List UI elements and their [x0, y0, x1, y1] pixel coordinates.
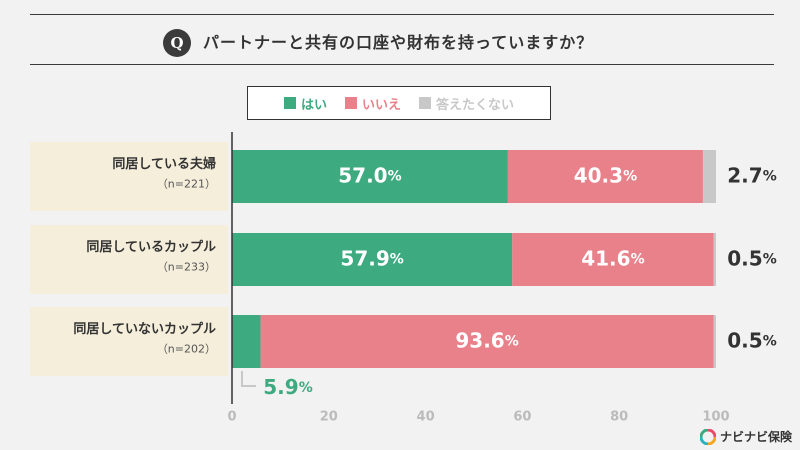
legend-item-yes: はい	[283, 94, 327, 113]
leader-line	[241, 371, 256, 387]
category-n: （n=202）	[157, 343, 216, 356]
legend-swatch-no-answer	[419, 97, 431, 109]
data-label-inside: 40.3%	[574, 163, 637, 187]
data-label-no-answer: 0.5%	[727, 328, 776, 352]
x-tick-label: 40	[417, 410, 435, 425]
category-n: （n=221）	[157, 178, 216, 191]
legend-item-no: いいえ	[344, 94, 401, 113]
bar-no	[507, 150, 703, 203]
category-panel	[30, 225, 228, 294]
category-panel	[30, 307, 228, 376]
x-tick-label: 20	[320, 410, 338, 425]
question-badge: Q	[163, 29, 191, 57]
bar-yes	[232, 150, 508, 203]
brand-logo: ナビナビ保険	[700, 428, 792, 445]
category-n: （n=233）	[157, 261, 216, 274]
legend-label-no-answer: 答えたくない	[436, 97, 515, 113]
category-label: 同居していないカップル	[73, 322, 216, 337]
bar-yes	[232, 315, 261, 368]
legend-swatch-yes	[283, 97, 296, 109]
bar-no-answer	[702, 150, 716, 203]
data-label-no-answer: 2.7%	[727, 163, 776, 187]
data-label-inside: 93.6%	[455, 328, 518, 352]
bar-no-answer	[713, 233, 716, 286]
data-label-yes-small: 5.9%	[263, 375, 312, 399]
bar-yes	[232, 233, 513, 286]
x-tick-label: 0	[227, 410, 236, 425]
legend-label-no: いいえ	[361, 97, 401, 113]
legend-item-no-answer: 答えたくない	[419, 94, 514, 113]
brand-mark-icon	[700, 428, 716, 445]
data-label-inside: 41.6%	[581, 246, 644, 270]
x-tick-label: 60	[513, 410, 531, 425]
legend-swatch-no	[344, 97, 357, 109]
bar-no-answer	[713, 315, 716, 368]
data-label-inside: 57.9%	[340, 246, 403, 270]
category-label: 同居しているカップル	[86, 240, 216, 255]
x-tick-label: 80	[610, 410, 628, 425]
category-panel	[30, 142, 228, 211]
data-label-no-answer: 0.5%	[727, 246, 776, 270]
x-tick-label: 100	[702, 410, 729, 425]
chart-legend: はい いいえ 答えたくない	[247, 86, 551, 120]
header-top-rule	[30, 14, 774, 15]
legend-label-yes: はい	[300, 97, 327, 113]
brand-name: ナビナビ保険	[720, 430, 793, 444]
bar-no	[260, 315, 714, 368]
data-label-inside: 57.0%	[338, 163, 401, 187]
category-label: 同居している夫婦	[112, 156, 216, 172]
bar-no	[512, 233, 714, 286]
question-title: パートナーと共有の口座や財布を持っていますか？	[203, 33, 594, 52]
header-bottom-rule	[30, 64, 774, 65]
